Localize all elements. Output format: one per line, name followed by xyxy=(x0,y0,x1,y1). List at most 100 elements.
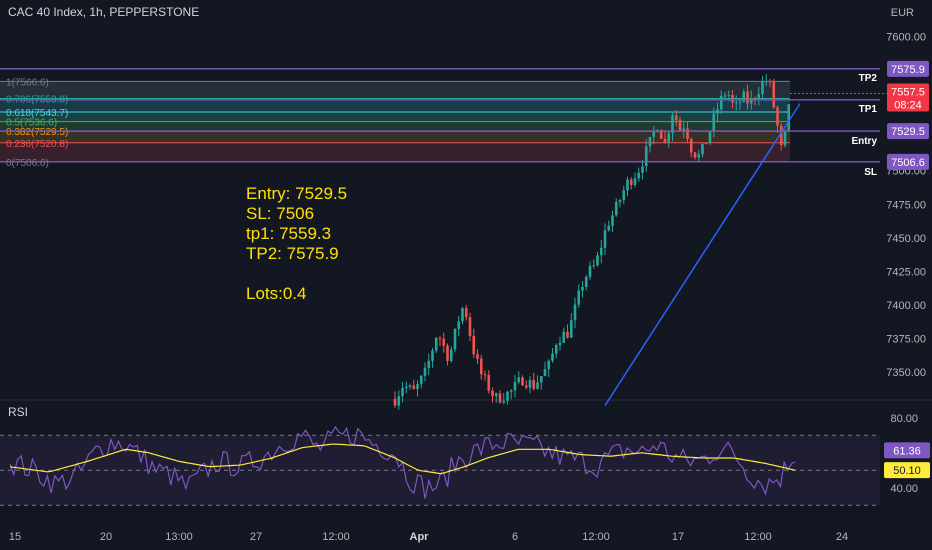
candle-body xyxy=(697,154,701,158)
note-sl: SL: 7506 xyxy=(246,204,315,223)
candle-body xyxy=(753,98,757,100)
candle-body xyxy=(629,179,633,186)
candle-body xyxy=(599,247,603,256)
y-tick-label: 7475.00 xyxy=(886,199,926,211)
candle-body xyxy=(577,290,581,305)
note-lots: Lots:0.4 xyxy=(246,284,307,303)
candle-body xyxy=(701,143,704,155)
candle-body xyxy=(404,386,408,389)
candle-body xyxy=(716,109,719,114)
candle-body xyxy=(734,102,738,104)
candle-body xyxy=(588,266,592,277)
candle-body xyxy=(678,120,682,131)
candle-body xyxy=(464,308,468,318)
candle-body xyxy=(727,95,731,97)
candle-body xyxy=(686,128,689,140)
fib-label: 0.382(7529.5) xyxy=(6,127,68,138)
candle-body xyxy=(626,179,629,191)
candle-body xyxy=(506,391,509,401)
currency-label: EUR xyxy=(890,7,914,19)
candle-body xyxy=(573,304,577,321)
candle-body xyxy=(761,81,764,95)
candle-body xyxy=(622,190,626,201)
x-tick-label: 17 xyxy=(672,531,684,543)
fib-label: 0.5(7536.6) xyxy=(6,118,57,129)
candle-body xyxy=(614,202,618,216)
candle-body xyxy=(423,367,427,376)
y-tick-label: 7350.00 xyxy=(886,367,926,379)
rsi-tick-label: 80.00 xyxy=(890,413,918,425)
x-tick-label: 27 xyxy=(250,531,262,543)
candle-body xyxy=(641,166,644,173)
candle-body xyxy=(787,104,791,131)
x-tick-label: 15 xyxy=(9,531,21,543)
candle-body xyxy=(671,115,674,134)
current-price-label: 7557.5 xyxy=(891,87,925,99)
x-tick-label: 6 xyxy=(512,531,518,543)
candle-body xyxy=(449,349,453,361)
y-tick-label: 7375.00 xyxy=(886,333,926,345)
candle-body xyxy=(536,382,539,389)
candle-body xyxy=(764,81,768,83)
y-tick-label: 7425.00 xyxy=(886,266,926,278)
candle-body xyxy=(554,345,558,354)
candle-body xyxy=(618,200,622,203)
candle-body xyxy=(674,115,678,121)
candle-body xyxy=(446,345,449,361)
y-tick-label: 7400.00 xyxy=(886,300,926,312)
candle-body xyxy=(524,385,528,388)
candle-body xyxy=(772,81,776,108)
candle-body xyxy=(453,328,457,350)
y-tick-label: 7600.00 xyxy=(886,32,926,44)
price-badge-label: 7575.9 xyxy=(891,64,925,76)
candle-body xyxy=(757,94,761,99)
line-name-sl: SL xyxy=(864,167,877,178)
candle-body xyxy=(472,336,476,355)
trendline xyxy=(604,103,801,406)
x-tick-label: 24 xyxy=(836,531,848,543)
price-badge xyxy=(887,60,929,77)
candle-body xyxy=(397,396,401,406)
fib-label: 0.618(7543.7) xyxy=(6,108,68,119)
candle-body xyxy=(581,287,584,291)
candle-body xyxy=(693,152,697,158)
candle-body xyxy=(768,81,772,83)
candle-body xyxy=(468,317,472,337)
candle-body xyxy=(513,382,517,391)
candle-body xyxy=(652,131,656,137)
rsi-ma-badge xyxy=(884,462,930,479)
candle-body xyxy=(637,172,641,179)
fib-label: 0.236(7520.8) xyxy=(6,139,68,150)
candle-body xyxy=(667,133,671,143)
fib-label: 1(7566.6) xyxy=(6,77,49,88)
candle-body xyxy=(719,95,723,110)
x-tick-label: Apr xyxy=(410,531,430,543)
fib-label: 0(7506.6) xyxy=(6,158,49,169)
candle-body xyxy=(476,354,479,359)
candle-body xyxy=(412,385,416,390)
note-entry: Entry: 7529.5 xyxy=(246,184,348,203)
rsi-ma-label: 50.10 xyxy=(893,465,921,477)
candle-body xyxy=(528,379,532,388)
candle-body xyxy=(461,308,464,322)
candle-body xyxy=(517,377,521,383)
fib-zone xyxy=(0,131,790,143)
candle-body xyxy=(416,384,419,390)
candle-body xyxy=(596,255,599,266)
candle-body xyxy=(491,390,494,397)
candle-body xyxy=(483,374,487,376)
candle-body xyxy=(494,393,498,397)
candle-body xyxy=(776,107,779,126)
candle-body xyxy=(592,265,596,267)
candle-body xyxy=(502,400,506,403)
candle-body xyxy=(779,125,783,146)
price-badge xyxy=(887,153,929,170)
candle-body xyxy=(442,338,446,346)
x-tick-label: 20 xyxy=(100,531,112,543)
line-name-tp2: TP2 xyxy=(859,73,878,84)
fib-zone xyxy=(0,112,790,122)
candle-body xyxy=(543,369,547,377)
candle-body xyxy=(749,98,753,104)
rsi-tick-label: 40.00 xyxy=(890,483,918,495)
